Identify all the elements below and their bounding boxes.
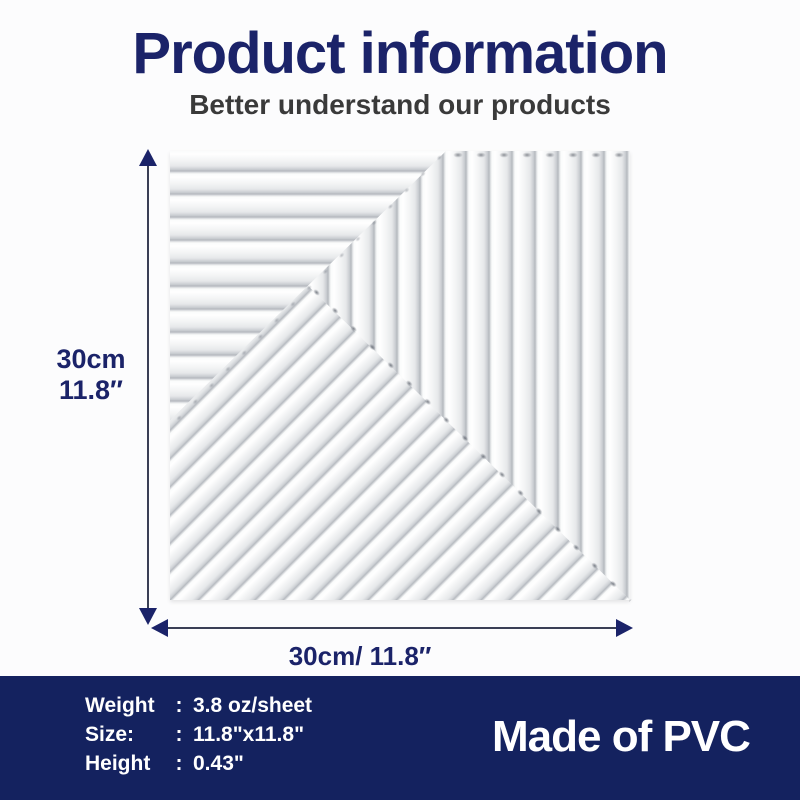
spec-list: Weight : 3.8 oz/sheet Size: : 11.8"x11.8… [85, 691, 312, 778]
page-title: Product information [132, 21, 668, 86]
spec-value: 3.8 oz/sheet [193, 694, 313, 717]
spec-colon: : [175, 694, 183, 717]
spec-colon: : [175, 752, 183, 775]
spec-footer-bar: Weight : 3.8 oz/sheet Size: : 11.8"x11.8… [0, 676, 800, 800]
page-subtitle: Better understand our products [189, 89, 611, 120]
spec-label: Size: [85, 723, 135, 746]
spec-value: 0.43" [193, 752, 244, 775]
side-dimension-cm: 30cm [56, 344, 126, 374]
arrow-left-icon [151, 619, 168, 637]
spec-label: Weight [85, 694, 155, 717]
side-dimension-inch: 11.8″ [59, 375, 123, 405]
spec-colon: : [175, 723, 183, 746]
bottom-dimension-label: 30cm/ 11.8″ [288, 641, 432, 671]
vertical-arrow-shaft [147, 164, 149, 610]
horizontal-arrow-shaft [164, 627, 619, 629]
side-dimension-label: 30cm 11.8″ [36, 344, 146, 406]
spec-label: Height [85, 752, 151, 775]
spec-row-weight: Weight : 3.8 oz/sheet [85, 691, 312, 720]
made-of-pvc-label: Made of PVC [492, 712, 751, 761]
spec-row-height: Height : 0.43" [85, 749, 312, 778]
product-panel-image [167, 146, 636, 606]
arrow-up-icon [139, 149, 157, 166]
spec-value: 11.8"x11.8" [193, 723, 305, 746]
spec-row-size: Size: : 11.8"x11.8" [85, 720, 312, 749]
arrow-right-icon [616, 619, 633, 637]
